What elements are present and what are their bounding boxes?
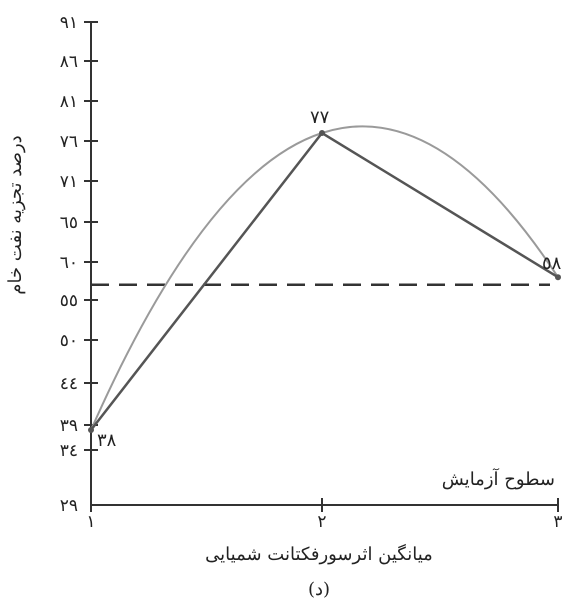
y-tick-label: ٦٥ bbox=[60, 213, 78, 233]
axes bbox=[90, 22, 558, 506]
x-axis-name: سطوح آزمایش bbox=[442, 468, 555, 490]
series-lines bbox=[88, 130, 561, 433]
x-tick-label: ٣ bbox=[553, 512, 562, 532]
data-label: ٥٨ bbox=[542, 253, 562, 274]
y-tick-label: ٧٦ bbox=[60, 132, 78, 152]
y-tick-label: ٥٥ bbox=[60, 291, 78, 311]
y-tick-label: ٨٦ bbox=[60, 52, 78, 72]
y-axis-title: درصد تجزیه نفت خام bbox=[5, 135, 26, 294]
data-label: ٧٧ bbox=[310, 107, 330, 128]
y-tick-label: ٥٠ bbox=[60, 331, 78, 351]
x-tick-label: ١ bbox=[86, 512, 95, 532]
series-line bbox=[90, 131, 559, 431]
data-point bbox=[555, 274, 561, 281]
x-tick-label: ٢ bbox=[317, 512, 326, 532]
y-tick-label: ٩١ bbox=[60, 13, 78, 33]
fit-curves bbox=[90, 125, 559, 431]
point-labels: ٣٨ ٧٧ ٥٨ bbox=[97, 107, 562, 451]
data-point bbox=[319, 130, 325, 136]
y-tick-label: ٨١ bbox=[60, 92, 78, 112]
y-tick-label: ٣٤ bbox=[60, 441, 78, 461]
figure-caption: (د) bbox=[308, 579, 330, 600]
y-tick-label: ٣٩ bbox=[60, 416, 78, 436]
data-point bbox=[88, 427, 94, 433]
y-tick-label: ٧١ bbox=[60, 172, 78, 192]
y-tick-label: ٢٩ bbox=[60, 496, 78, 516]
y-ticks: ٢٩ ٣٤ ٣٩ ٤٤ ٥٠ ٥٥ ٦٠ ٦٥ ٧١ ٧٦ ٨١ ٨٦ ٩١ bbox=[60, 13, 98, 516]
data-label: ٣٨ bbox=[97, 430, 117, 451]
y-tick-label: ٤٤ bbox=[60, 374, 78, 394]
x-axis-title: میانگین اثرسورفکتانت شمیایی bbox=[205, 543, 433, 565]
x-ticks: ١ ٢ ٣ bbox=[86, 498, 563, 532]
y-tick-label: ٦٠ bbox=[60, 253, 78, 273]
fit-curve bbox=[90, 125, 559, 431]
